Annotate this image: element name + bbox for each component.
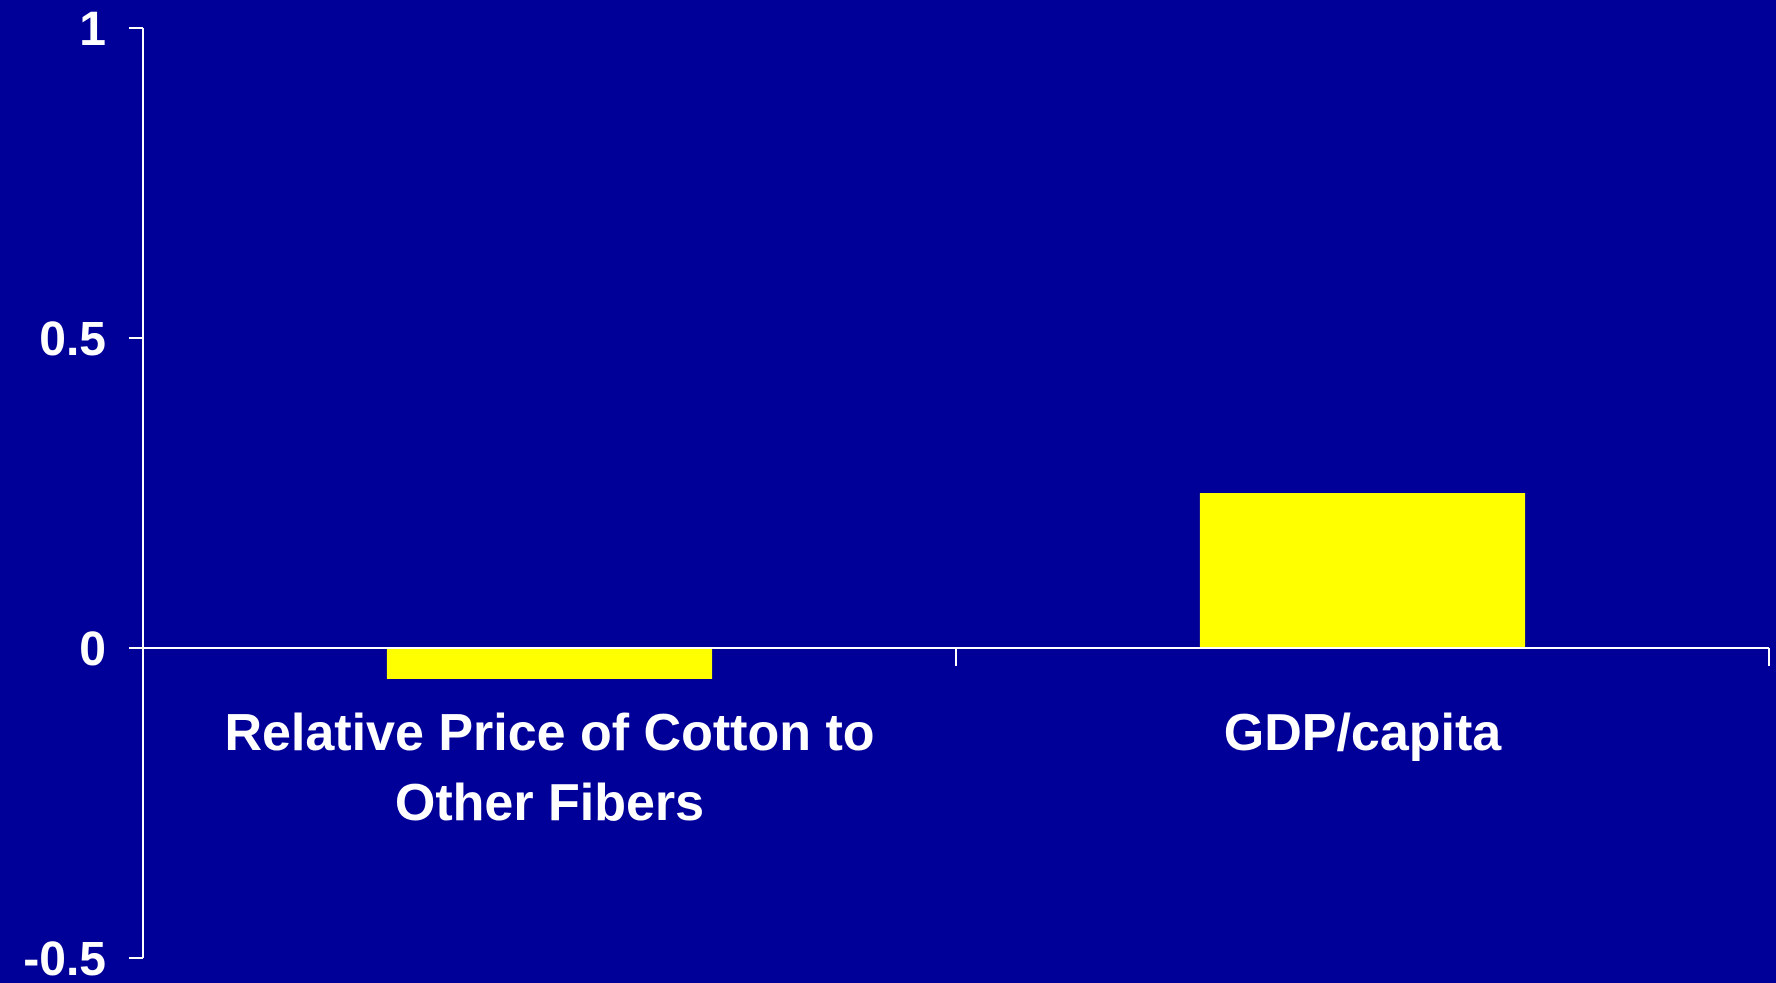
y-tick-label: -0.5 bbox=[23, 933, 106, 983]
bar-1 bbox=[1199, 493, 1526, 648]
y-axis: 1 0.5 0 -0.5 bbox=[23, 3, 144, 983]
x-category-label: Other Fibers bbox=[395, 774, 704, 832]
y-tick-label: 1 bbox=[79, 3, 106, 56]
x-category-label: GDP/capita bbox=[1224, 704, 1502, 762]
y-tick-label: 0.5 bbox=[39, 313, 106, 366]
bar-0 bbox=[386, 648, 713, 679]
x-axis bbox=[143, 647, 1770, 666]
category-labels: Relative Price of Cotton to Other Fibers G… bbox=[224, 704, 1502, 832]
y-tick-label: 0 bbox=[79, 623, 106, 676]
bars bbox=[386, 493, 1526, 679]
x-category-label: Relative Price of Cotton to bbox=[224, 704, 874, 762]
